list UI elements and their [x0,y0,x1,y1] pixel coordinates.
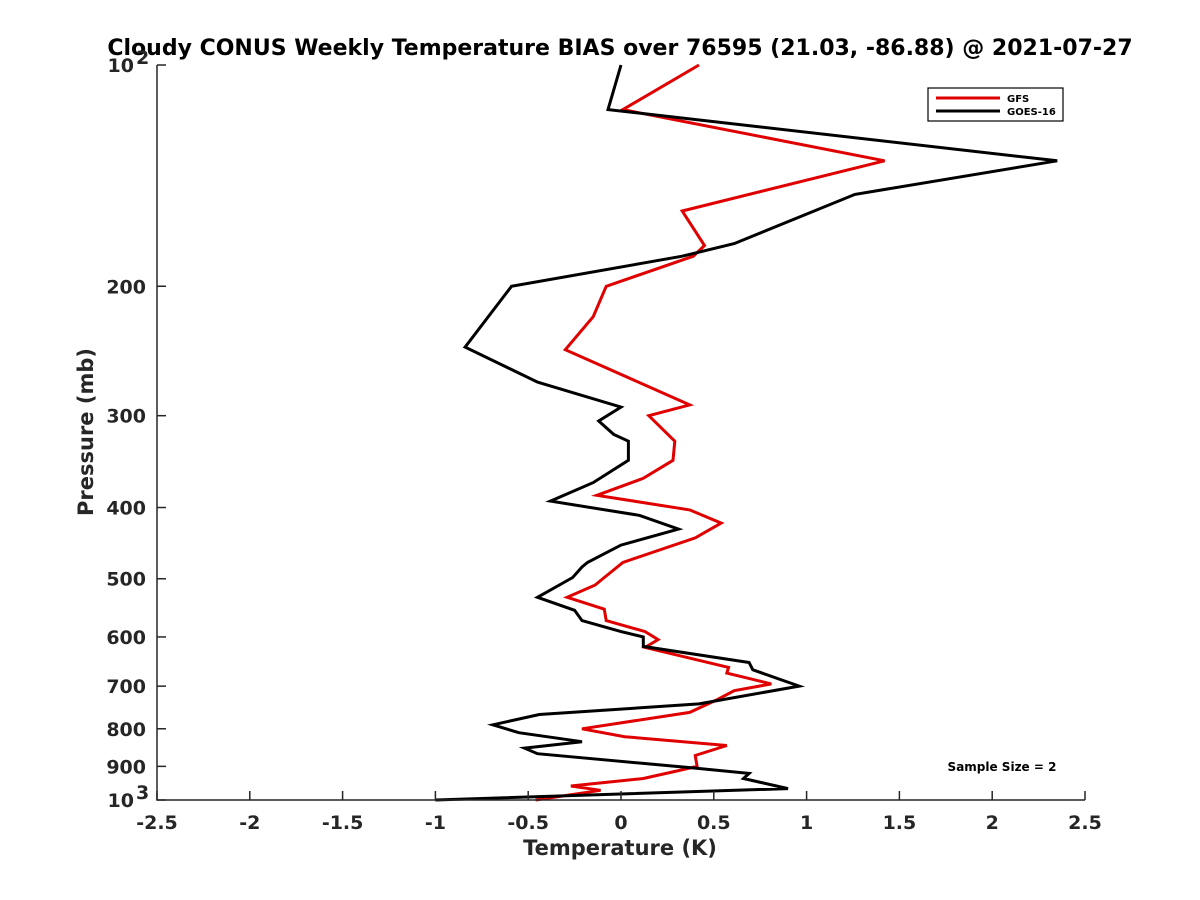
x-tick-label: -1 [425,812,446,834]
y-tick-label: 200 [106,276,146,298]
y-axis-label: Pressure (mb) [74,348,98,516]
series-line-goes-16 [435,64,1058,802]
y-tick-label: 500 [106,569,146,591]
x-tick-label: -0.5 [507,812,549,834]
x-tick-label: 1 [800,812,813,834]
x-tick-label: 1.5 [883,812,917,834]
x-tick-label: 2.5 [1068,812,1102,834]
x-tick-label: 0.5 [697,812,731,834]
chart-title: Cloudy CONUS Weekly Temperature BIAS ove… [107,36,1132,61]
y-tick-label: 600 [106,627,146,649]
y-tick-label: 800 [106,719,146,741]
x-tick-label: -1.5 [322,812,364,834]
y-tick-label: 10 [108,55,134,77]
y-tick-label: 10 [108,790,134,812]
y-tick-label: 400 [106,498,146,520]
x-tick-label: -2 [239,812,260,834]
sample-size-annotation: Sample Size = 2 [948,760,1057,774]
x-axis-label: Temperature (K) [523,836,717,860]
x-tick-label: 0 [614,812,627,834]
series-line-gfs [535,63,885,802]
x-tick-label: -2.5 [136,812,178,834]
y-tick-label: 300 [106,406,146,428]
legend-label: GFS [1007,94,1029,105]
y-tick-label: 700 [106,676,146,698]
x-tick-label: 2 [986,812,999,834]
y-tick-label: 900 [106,756,146,778]
series-layer [435,63,1058,802]
y-tick-exponent: 2 [136,47,149,69]
axes-layer: -2.5 -2 -1.5 -1 -0.5 0 0.5 1 1.5 2 2.510 2200300400… [106,47,1102,834]
legend-box [927,87,1064,122]
y-tick-exponent: 3 [136,782,149,804]
legend-label: GOES-16 [1007,107,1056,118]
legend: GFS GOES-16 [927,87,1064,122]
